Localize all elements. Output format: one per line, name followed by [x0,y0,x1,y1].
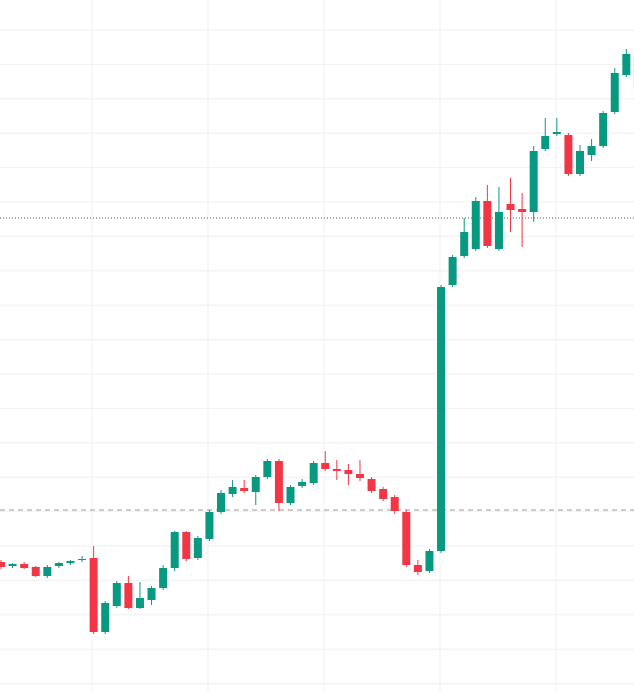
candle-body [599,113,608,146]
candle-body [8,564,17,566]
candle-body [170,532,179,568]
candle-body [576,151,584,174]
candle-body [124,583,133,608]
candle-body [66,561,75,563]
candle-body [286,487,295,503]
candle-body [112,583,121,606]
candle-body [228,487,237,494]
candle-body [506,204,515,210]
candle-body [159,568,168,588]
candle-body [182,532,191,559]
candle-body [367,479,376,491]
candle-body [135,598,144,608]
candle-body [89,558,98,632]
candle-body [251,477,260,492]
candle-body [587,146,596,155]
candle-body [541,136,550,149]
candle-body [332,469,341,471]
candle-body [147,588,156,600]
candle-body [448,257,457,285]
candle-body [355,474,364,478]
candle-body [402,512,411,565]
candle-body [622,54,631,75]
candle-body [471,201,480,249]
candle-body [460,232,469,256]
candle-body [437,287,446,551]
candle-body [101,603,110,632]
candle-body [564,135,573,174]
candle-body [413,565,422,572]
candle-body [54,563,63,566]
candle-body [344,470,353,474]
candle-body [274,461,283,503]
candle-body [263,461,272,477]
candle-body [0,562,5,567]
candle-body [483,201,492,246]
candle-body [298,482,307,486]
candle-body [610,73,619,112]
candle-body [379,489,388,499]
candle-body [494,212,503,249]
candle-body [390,497,399,511]
candle-body [240,488,249,491]
candle-body [518,209,527,212]
candle-body [425,551,434,571]
candle-body [78,559,87,560]
candle-body [552,132,561,134]
candle-body [529,151,538,212]
candle-body [205,512,214,539]
candle-body [20,564,29,568]
candle-body [193,538,202,558]
candle-body [217,493,226,512]
candle-body [31,567,40,576]
candle-body [309,463,318,483]
candle-body [43,567,52,576]
candle-body [321,463,330,469]
